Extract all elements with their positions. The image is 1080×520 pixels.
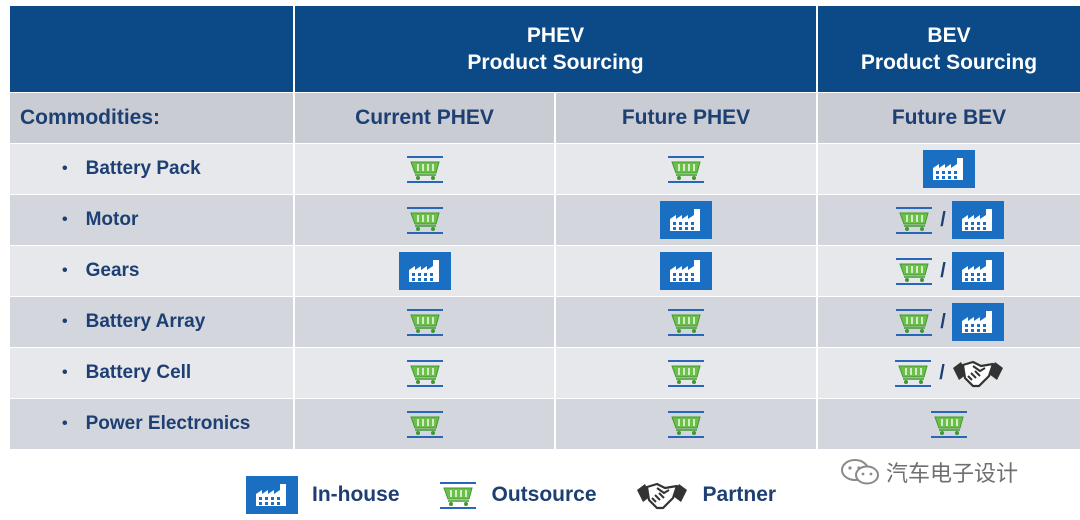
cart-icon xyxy=(894,256,934,286)
cart-icon xyxy=(893,358,933,388)
legend-outsource: Outsource xyxy=(438,480,597,510)
sourcing-cell xyxy=(556,246,816,296)
commodities-heading: Commodities: xyxy=(10,93,293,143)
bev-header: BEV Product Sourcing xyxy=(818,6,1080,92)
cart-icon xyxy=(405,205,445,235)
legend-partner: Partner xyxy=(635,476,777,514)
cart-icon xyxy=(894,307,934,337)
commodity-name: Battery Pack xyxy=(85,158,201,179)
sourcing-cell xyxy=(295,246,554,296)
sourcing-cell: / xyxy=(818,195,1080,245)
factory-icon xyxy=(660,201,712,239)
sourcing-cell xyxy=(818,399,1080,449)
cart-icon xyxy=(666,154,706,184)
table-row-label: • Battery Cell xyxy=(10,348,293,398)
legend-partner-label: Partner xyxy=(702,483,777,506)
phev-header-line2: Product Sourcing xyxy=(467,51,644,74)
bullet: • xyxy=(62,160,68,177)
factory-icon xyxy=(951,252,1004,290)
current-phev-heading: Current PHEV xyxy=(295,93,554,143)
table-row-label: • Battery Array xyxy=(10,297,293,347)
bullet: • xyxy=(62,211,68,228)
cart-icon xyxy=(405,154,445,184)
cart-icon xyxy=(894,205,934,235)
bullet: • xyxy=(62,313,68,330)
cart-icon xyxy=(666,358,706,388)
sourcing-cell: / xyxy=(818,348,1080,398)
watermark-text: 汽车电子设计 xyxy=(886,462,1019,487)
header-blank xyxy=(10,6,293,92)
sourcing-cell xyxy=(556,297,816,347)
commodity-name: Motor xyxy=(85,209,139,230)
table-row-label: • Motor xyxy=(10,195,293,245)
table-row-label: • Gears xyxy=(10,246,293,296)
commodity-name: Gears xyxy=(85,260,140,281)
sourcing-cell xyxy=(556,144,816,194)
factory-icon xyxy=(246,476,298,514)
bullet: • xyxy=(62,364,68,381)
sourcing-cell xyxy=(556,348,816,398)
handshake-icon xyxy=(951,354,1005,392)
cart-icon xyxy=(405,409,445,439)
handshake-icon xyxy=(635,476,689,514)
wechat-icon xyxy=(841,459,879,485)
commodity-name: Battery Array xyxy=(85,311,206,332)
factory-icon xyxy=(660,252,712,290)
cart-icon xyxy=(929,409,969,439)
factory-icon xyxy=(951,201,1004,239)
bullet: • xyxy=(62,415,68,432)
bullet: • xyxy=(62,262,68,279)
bev-header-line1: BEV xyxy=(927,24,971,47)
sourcing-cell: / xyxy=(818,246,1080,296)
cart-icon xyxy=(438,480,478,510)
future-bev-heading: Future BEV xyxy=(818,93,1080,143)
legend-inhouse-label: In-house xyxy=(312,483,400,506)
legend: In-house Outsource Partner xyxy=(246,474,814,516)
factory-icon xyxy=(398,252,451,290)
separator-slash: / xyxy=(940,310,946,333)
sourcing-cell xyxy=(818,144,1080,194)
separator-slash: / xyxy=(940,259,946,282)
legend-inhouse: In-house xyxy=(246,476,400,514)
cart-icon xyxy=(666,409,706,439)
commodity-name: Power Electronics xyxy=(85,413,251,434)
cart-icon xyxy=(405,307,445,337)
sourcing-cell xyxy=(295,144,554,194)
cart-icon xyxy=(405,358,445,388)
bev-header-line2: Product Sourcing xyxy=(860,51,1038,74)
phev-header: PHEV Product Sourcing xyxy=(295,6,816,92)
sourcing-cell xyxy=(556,195,816,245)
table-row-label: • Battery Pack xyxy=(10,144,293,194)
phev-header-line1: PHEV xyxy=(526,24,585,47)
sourcing-cell xyxy=(295,348,554,398)
sourcing-table: PHEV Product Sourcing BEV Product Sourci… xyxy=(10,6,1080,449)
table-row-label: • Power Electronics xyxy=(10,399,293,449)
sourcing-cell xyxy=(556,399,816,449)
watermark: 汽车电子设计 xyxy=(840,456,1018,488)
legend-outsource-label: Outsource xyxy=(491,483,597,506)
commodity-name: Battery Cell xyxy=(85,362,192,383)
sourcing-cell: / xyxy=(818,297,1080,347)
sourcing-cell xyxy=(295,195,554,245)
separator-slash: / xyxy=(940,208,946,231)
cart-icon xyxy=(666,307,706,337)
sourcing-cell xyxy=(295,399,554,449)
future-phev-heading: Future PHEV xyxy=(556,93,816,143)
sourcing-cell xyxy=(295,297,554,347)
factory-icon xyxy=(951,303,1004,341)
separator-slash: / xyxy=(939,361,945,384)
factory-icon xyxy=(923,150,975,188)
